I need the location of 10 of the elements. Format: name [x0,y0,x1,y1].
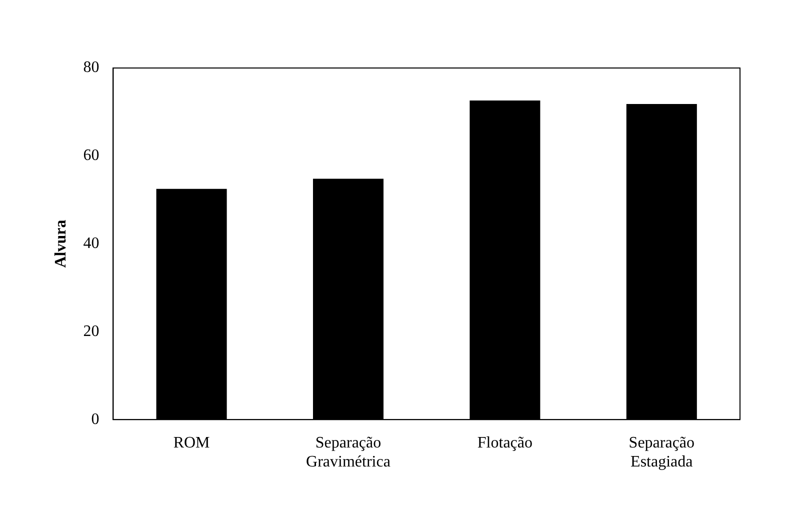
y-tick-label: 40 [83,235,100,252]
y-tick-label: 60 [83,147,100,164]
x-tick-label: ROM [173,434,210,452]
x-tick-label: Separação Estagiada [628,434,695,471]
x-tick-label: Flotação [477,434,532,452]
x-tick-label: Separação Gravimétrica [306,434,390,471]
y-axis-title: Alvura [52,220,70,268]
y-tick-label: 80 [83,59,100,76]
y-tick-label: 20 [83,322,100,340]
y-tick-label: 0 [91,410,100,428]
